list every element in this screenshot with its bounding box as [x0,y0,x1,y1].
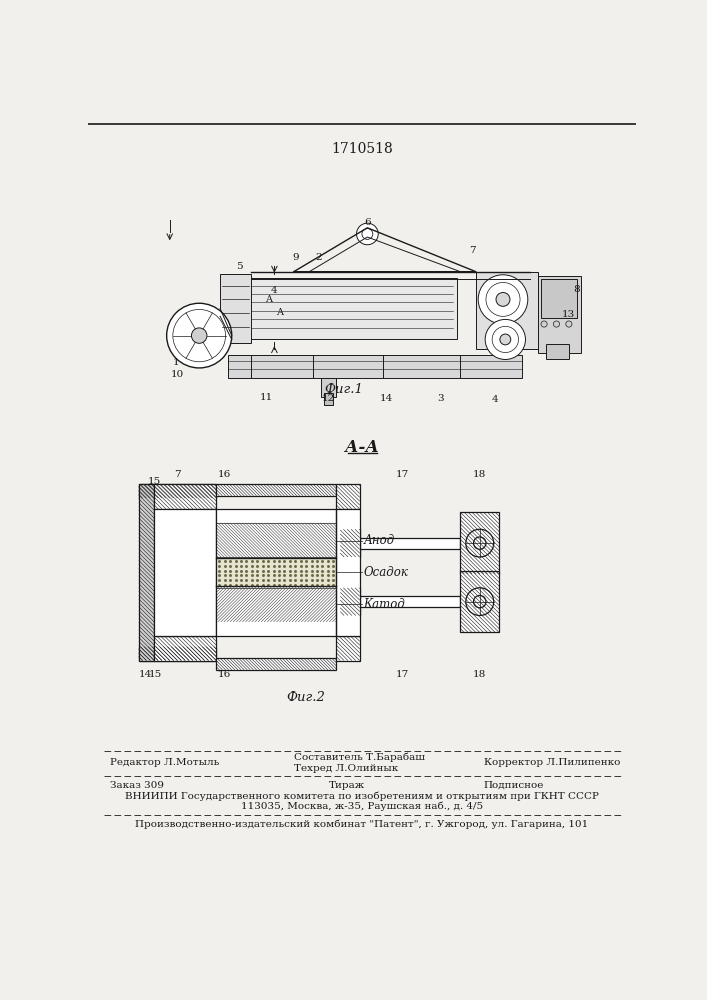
Text: 17: 17 [396,470,409,479]
Text: Редактор Л.Мотыль: Редактор Л.Мотыль [110,758,219,767]
Text: 16: 16 [217,670,230,679]
Bar [360,596,460,607]
Bar [139,484,216,498]
Bar [154,484,216,509]
Text: 6: 6 [364,218,370,227]
Text: Фиг.2: Фиг.2 [286,691,325,704]
Bar [538,276,580,353]
Circle shape [356,223,378,245]
Bar [139,647,216,661]
Text: 4: 4 [271,286,278,295]
Text: 10: 10 [171,370,184,379]
Circle shape [485,319,525,359]
Text: 4: 4 [492,395,498,404]
Bar [460,571,499,632]
Text: А-А: А-А [345,439,379,456]
Bar [216,484,337,496]
Text: A: A [265,295,272,304]
Bar [340,588,360,615]
Bar [337,509,360,636]
Bar [476,272,538,349]
Text: 17: 17 [396,670,409,679]
Bar [460,512,499,574]
Bar [337,636,360,661]
Bar [216,622,337,636]
Text: 18: 18 [473,470,486,479]
Text: 8: 8 [573,285,580,294]
Bar [220,274,251,343]
Text: 9: 9 [293,253,299,262]
Circle shape [167,303,232,368]
Bar [546,344,569,359]
Circle shape [474,595,486,608]
Bar [216,509,337,523]
Bar [321,378,337,397]
Circle shape [496,292,510,306]
Text: 1: 1 [173,358,180,367]
Text: A: A [276,308,284,317]
Circle shape [541,321,547,327]
Bar [216,523,337,558]
Text: Подписное: Подписное [484,781,544,790]
Text: Катод: Катод [363,598,405,611]
Text: 16: 16 [217,470,230,479]
Circle shape [466,529,493,557]
Text: 3: 3 [438,394,444,403]
Text: ВНИИПИ Государственного комитета по изобретениям и открытиям при ГКНТ СССР: ВНИИПИ Государственного комитета по изоб… [125,791,599,801]
Text: Тираж: Тираж [329,781,365,790]
Text: 12: 12 [322,394,335,403]
Text: 15: 15 [148,477,161,486]
Text: 7: 7 [469,246,475,255]
Text: Составитель Т.Барабаш: Составитель Т.Барабаш [293,753,425,762]
Text: 113035, Москва, ж-35, Раушская наб., д. 4/5: 113035, Москва, ж-35, Раушская наб., д. … [241,801,483,811]
Bar [216,658,337,670]
Text: Корректор Л.Пилипенко: Корректор Л.Пилипенко [484,758,620,767]
Text: 18: 18 [473,670,486,679]
Circle shape [466,588,493,615]
Bar [154,509,216,636]
Text: Фиг.1: Фиг.1 [325,383,363,396]
Bar [247,278,457,339]
Text: 5: 5 [236,262,243,271]
Text: Анод: Анод [363,534,395,547]
Bar [216,558,337,586]
Circle shape [478,275,528,324]
Text: 14: 14 [139,670,151,679]
Text: Осадок: Осадок [363,566,409,579]
Bar [541,279,578,318]
Circle shape [566,321,572,327]
Text: Техред Л.Олийнык: Техред Л.Олийнык [293,764,398,773]
Text: Производственно-издательский комбинат "Патент", г. Ужгород, ул. Гагарина, 101: Производственно-издательский комбинат "П… [135,819,588,829]
Bar [154,636,216,661]
Text: 7: 7 [174,470,181,479]
Text: 15: 15 [149,670,163,679]
Bar [228,355,522,378]
Bar [324,393,333,405]
Text: 1710518: 1710518 [331,142,393,156]
Bar [360,538,460,549]
Text: 13: 13 [562,310,575,319]
Text: 11: 11 [260,393,273,402]
Circle shape [500,334,510,345]
Text: Заказ 309: Заказ 309 [110,781,164,790]
Bar [340,529,360,557]
Circle shape [554,321,559,327]
Bar [139,484,154,661]
Circle shape [474,537,486,549]
Text: 2: 2 [315,253,322,262]
Bar [216,586,337,622]
Bar [337,484,360,509]
Text: 14: 14 [380,394,393,403]
Circle shape [192,328,207,343]
